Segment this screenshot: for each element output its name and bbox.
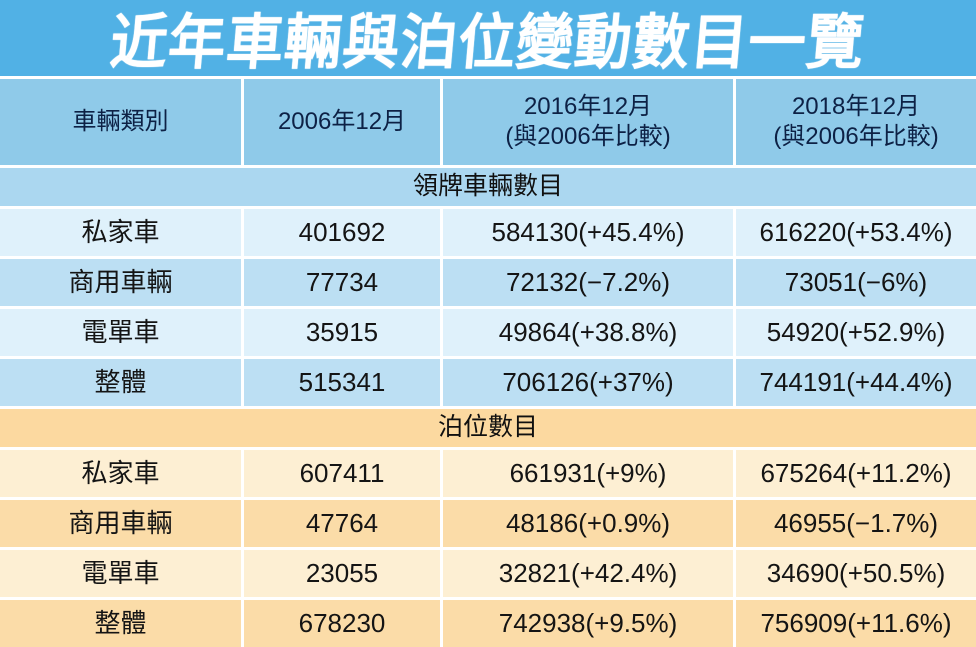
- table-cell: 706126(+37%): [443, 359, 733, 406]
- table-cell: 616220(+53.4%): [736, 209, 976, 256]
- header-line1: 車輛類別: [72, 108, 169, 135]
- table-cell: 35915: [244, 309, 440, 356]
- table-cell: 32821(+42.4%): [443, 550, 733, 597]
- table-cell: 73051(−6%): [736, 259, 976, 306]
- header-line1: 2016年12月: [523, 93, 653, 120]
- table-cell: 47764: [244, 500, 440, 547]
- section-band-parking-spaces: 泊位數目: [0, 409, 976, 447]
- row-label: 電單車: [0, 309, 241, 356]
- table-cell: 661931(+9%): [443, 450, 733, 497]
- header-line1: 2006年12月: [277, 108, 407, 135]
- table-cell: 756909(+11.6%): [736, 600, 976, 647]
- table-cell: 678230: [244, 600, 440, 647]
- header-line2: (與2006年比較): [773, 123, 939, 150]
- header-cell-2016: 2016年12月 (與2006年比較): [443, 79, 733, 165]
- table-cell: 584130(+45.4%): [443, 209, 733, 256]
- header-cell-2006: 2006年12月: [244, 79, 440, 165]
- table-cell: 675264(+11.2%): [736, 450, 976, 497]
- section-label: 泊位數目: [437, 413, 538, 442]
- header-cell-vehicle-category: 車輛類別: [0, 79, 241, 165]
- table-cell: 401692: [244, 209, 440, 256]
- table-cell: 23055: [244, 550, 440, 597]
- row-label: 私家車: [0, 450, 241, 497]
- table-cell: 72132(−7.2%): [443, 259, 733, 306]
- table-cell: 46955(−1.7%): [736, 500, 976, 547]
- section-band-licensed-vehicles: 領牌車輛數目: [0, 168, 976, 206]
- table-cell: 744191(+44.4%): [736, 359, 976, 406]
- row-label: 電單車: [0, 550, 241, 597]
- table-cell: 77734: [244, 259, 440, 306]
- row-label: 私家車: [0, 209, 241, 256]
- table-cell: 49864(+38.8%): [443, 309, 733, 356]
- table-cell: 54920(+52.9%): [736, 309, 976, 356]
- header-line2: (與2006年比較): [505, 123, 671, 150]
- row-label: 商用車輛: [0, 259, 241, 306]
- row-label: 商用車輛: [0, 500, 241, 547]
- page-title: 近年車輛與泊位變動數目一覽: [107, 9, 868, 77]
- section-label: 領牌車輛數目: [412, 172, 563, 201]
- table-cell: 742938(+9.5%): [443, 600, 733, 647]
- row-label: 整體: [0, 600, 241, 647]
- table-cell: 607411: [244, 450, 440, 497]
- header-cell-2018: 2018年12月 (與2006年比較): [736, 79, 976, 165]
- table-cell: 34690(+50.5%): [736, 550, 976, 597]
- table-cell: 48186(+0.9%): [443, 500, 733, 547]
- table-cell: 515341: [244, 359, 440, 406]
- vehicles-parking-table: 車輛類別 2006年12月 2016年12月 (與2006年比較) 2018年1…: [0, 79, 976, 647]
- header-line1: 2018年12月: [791, 93, 921, 120]
- title-bar: 近年車輛與泊位變動數目一覽: [0, 0, 976, 77]
- row-label: 整體: [0, 359, 241, 406]
